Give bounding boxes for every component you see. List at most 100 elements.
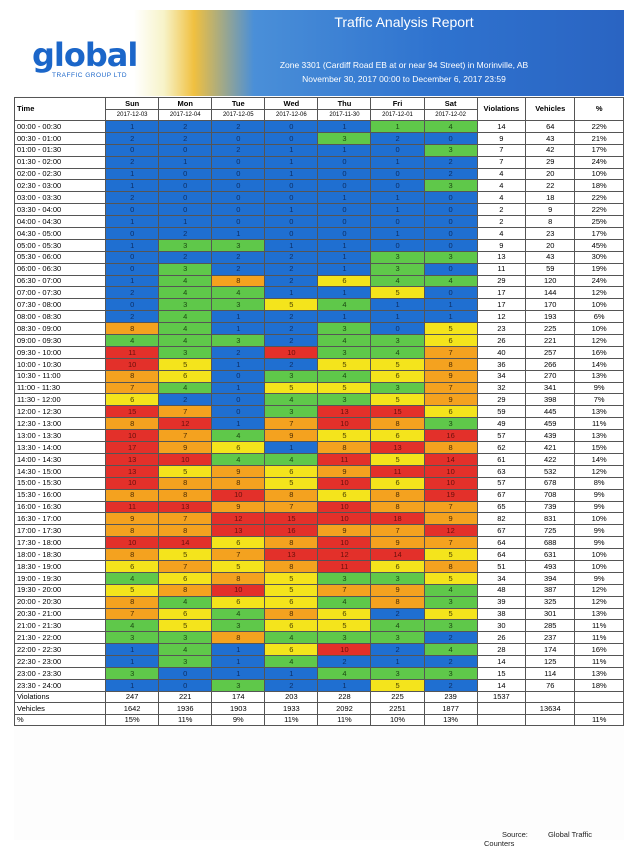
vehicles-cell: 422 bbox=[525, 452, 576, 466]
heat-cell: 2 bbox=[211, 262, 266, 276]
heat-cell: 0 bbox=[105, 250, 160, 264]
vehicles-cell: 59 bbox=[525, 262, 576, 276]
heat-cell: 1 bbox=[211, 643, 266, 657]
table-row: 07:00 - 07:30 2 4 4 1 1 5 0 17 144 12% bbox=[13, 286, 624, 300]
heat-cell: 6 bbox=[370, 429, 425, 443]
heat-cell: 4 bbox=[158, 643, 213, 657]
heat-cell: 13 bbox=[105, 464, 160, 478]
heat-cell: 0 bbox=[211, 167, 266, 181]
heat-cell: 4 bbox=[105, 571, 160, 585]
day-header: Thu bbox=[317, 97, 372, 110]
violations-cell: 2 bbox=[476, 203, 527, 217]
table-row: 22:00 - 22:30 1 4 1 6 10 2 4 28 174 16% bbox=[13, 643, 624, 657]
heat-cell: 3 bbox=[370, 631, 425, 645]
heat-cell: 3 bbox=[158, 238, 213, 252]
vehicles-total-label: Vehicles bbox=[13, 702, 107, 715]
vehicles-cell: 22 bbox=[525, 179, 576, 193]
heat-cell: 9 bbox=[370, 583, 425, 597]
table-row: 20:00 - 20:30 8 4 6 6 4 8 3 39 325 12% bbox=[13, 595, 624, 609]
heat-cell: 8 bbox=[211, 476, 266, 490]
heat-cell: 1 bbox=[317, 678, 372, 692]
heat-cell: 1 bbox=[370, 191, 425, 205]
heat-cell: 17 bbox=[105, 441, 160, 454]
heat-cell: 0 bbox=[105, 227, 160, 240]
heat-cell: 2 bbox=[264, 250, 319, 264]
percent-cell: 7% bbox=[574, 393, 624, 407]
heat-cell: 10 bbox=[317, 643, 372, 657]
heat-cell: 15 bbox=[105, 405, 160, 419]
percent-cell: 10% bbox=[574, 298, 624, 312]
heat-cell: 10 bbox=[423, 464, 478, 478]
table-row: 00:00 - 00:30 1 2 2 0 1 1 4 14 64 22% bbox=[13, 120, 624, 133]
heat-cell: 1 bbox=[264, 666, 319, 680]
percent-cell: 22% bbox=[574, 191, 624, 205]
percent-cell: 15% bbox=[574, 441, 624, 454]
table-row: 15:30 - 16:00 8 8 10 8 6 8 19 67 708 9% bbox=[13, 488, 624, 502]
heat-cell: 6 bbox=[317, 607, 372, 621]
percent-cell: 24% bbox=[574, 155, 624, 169]
heat-cell: 1 bbox=[158, 215, 213, 229]
heat-cell: 3 bbox=[264, 405, 319, 419]
violations-cell: 26 bbox=[476, 631, 527, 645]
heat-cell: 1 bbox=[370, 203, 425, 217]
percent-cell: 9% bbox=[574, 571, 624, 585]
vehicles-cell: 144 bbox=[525, 286, 576, 300]
violations-grand-total: 1537 bbox=[476, 690, 527, 704]
heat-cell: 0 bbox=[423, 191, 478, 205]
violations-cell: 64 bbox=[476, 548, 527, 561]
heat-cell: 9 bbox=[105, 512, 160, 526]
heat-cell: 1 bbox=[264, 143, 319, 157]
time-cell: 05:30 - 06:00 bbox=[13, 250, 107, 264]
heat-cell: 0 bbox=[423, 131, 478, 145]
heat-cell: 2 bbox=[264, 357, 319, 371]
heat-cell: 8 bbox=[423, 441, 478, 454]
heat-cell: 2 bbox=[211, 120, 266, 133]
heat-cell: 0 bbox=[317, 203, 372, 217]
table-row: 13:30 - 14:00 17 9 6 1 8 13 8 62 421 15% bbox=[13, 441, 624, 454]
heat-cell: 3 bbox=[158, 262, 213, 276]
violations-cell: 15 bbox=[476, 666, 527, 680]
heat-cell: 0 bbox=[317, 227, 372, 240]
heat-cell: 8 bbox=[158, 476, 213, 490]
percent-cell: 18% bbox=[574, 179, 624, 193]
percent-cell: 22% bbox=[574, 120, 624, 133]
heat-cell: 1 bbox=[105, 274, 160, 288]
violations-cell: 34 bbox=[476, 571, 527, 585]
violations-cell: 32 bbox=[476, 381, 527, 395]
time-cell: 03:00 - 03:30 bbox=[13, 191, 107, 205]
violations-cell: 2 bbox=[476, 215, 527, 229]
time-cell: 21:00 - 21:30 bbox=[13, 619, 107, 633]
violations-total-cell: 221 bbox=[158, 690, 213, 704]
date-header: 2017-12-05 bbox=[211, 109, 266, 121]
percent-cell: 14% bbox=[574, 357, 624, 371]
table-row: 05:00 - 05:30 1 3 3 1 1 0 0 9 20 45% bbox=[13, 238, 624, 252]
heat-cell: 3 bbox=[370, 250, 425, 264]
heat-cell: 10 bbox=[317, 417, 372, 431]
violations-cell: 82 bbox=[476, 512, 527, 526]
heat-cell: 3 bbox=[158, 631, 213, 645]
date-header: 2017-11-30 bbox=[317, 109, 372, 121]
vehicles-total-cell: 2092 bbox=[317, 702, 372, 715]
heat-cell: 1 bbox=[211, 381, 266, 395]
heat-cell: 6 bbox=[211, 536, 266, 550]
heat-cell: 7 bbox=[158, 429, 213, 443]
vehicles-cell: 114 bbox=[525, 666, 576, 680]
heat-cell: 3 bbox=[158, 298, 213, 312]
heat-cell: 0 bbox=[105, 203, 160, 217]
violations-cell: 40 bbox=[476, 345, 527, 359]
heat-cell: 4 bbox=[264, 452, 319, 466]
vehicles-cell: 831 bbox=[525, 512, 576, 526]
percent-cell: 13% bbox=[574, 405, 624, 419]
vehicles-cell: 8 bbox=[525, 215, 576, 229]
time-cell: 02:00 - 02:30 bbox=[13, 167, 107, 181]
heat-cell: 1 bbox=[317, 286, 372, 300]
heat-cell: 13 bbox=[264, 548, 319, 561]
heat-cell: 13 bbox=[370, 441, 425, 454]
violations-cell: 36 bbox=[476, 357, 527, 371]
heat-cell: 5 bbox=[264, 571, 319, 585]
table-row: 00:30 - 01:00 2 2 0 0 3 2 0 9 43 21% bbox=[13, 131, 624, 145]
table-row: 09:00 - 09:30 4 4 3 2 4 3 6 26 221 12% bbox=[13, 334, 624, 347]
heat-cell: 13 bbox=[317, 405, 372, 419]
heat-cell: 5 bbox=[264, 476, 319, 490]
violations-cell: 12 bbox=[476, 310, 527, 324]
